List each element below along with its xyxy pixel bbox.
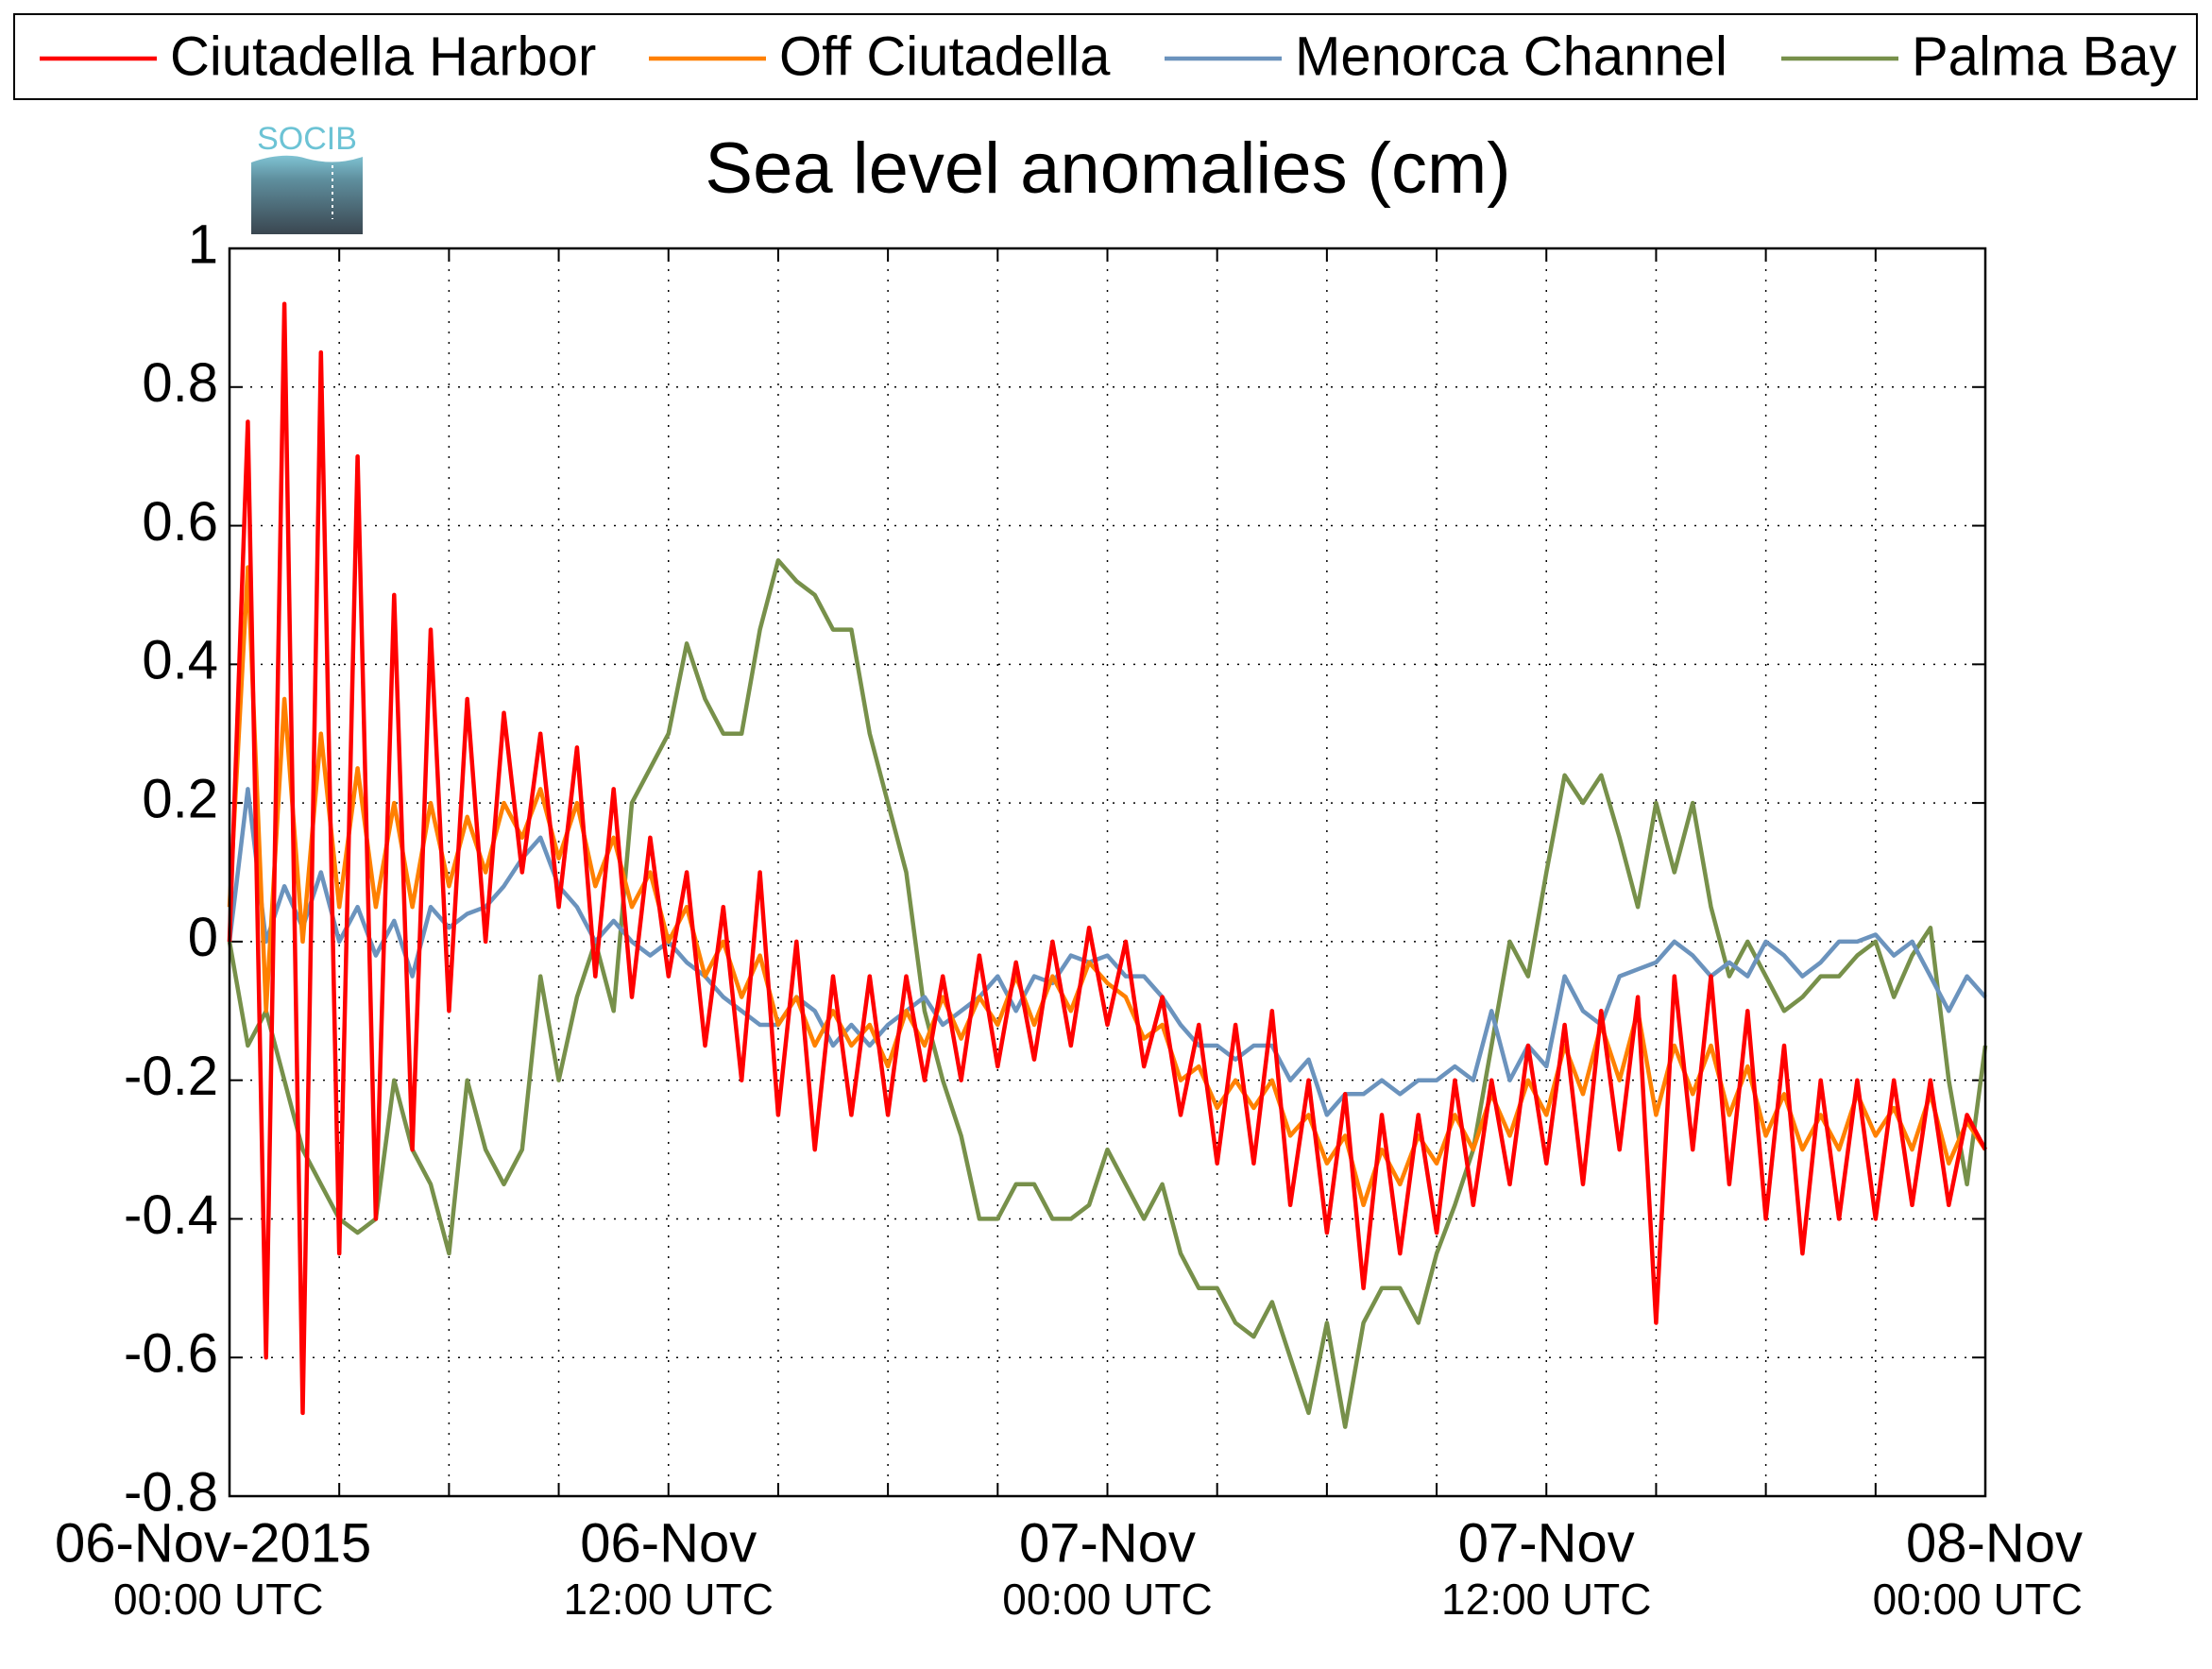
x-tick-label: 07-Nov (1019, 1512, 1196, 1574)
y-tick-label: 0.2 (142, 768, 218, 829)
y-tick-label: -0.2 (124, 1046, 218, 1107)
y-tick-label: 0.8 (142, 352, 218, 414)
x-tick-sublabel: 00:00 UTC (1002, 1575, 1212, 1624)
chart-title: Sea level anomalies (cm) (705, 128, 1510, 209)
x-tick-label: 07-Nov (1458, 1512, 1635, 1574)
logo: SOCIB (251, 121, 363, 234)
legend-label: Ciutadella Harbor (170, 26, 596, 87)
series-line (227, 565, 1987, 1208)
y-tick-label: -0.8 (124, 1461, 218, 1523)
x-tick-sublabel: 00:00 UTC (113, 1575, 323, 1624)
y-tick-label: -0.6 (124, 1323, 218, 1385)
x-tick-sublabel: 12:00 UTC (564, 1575, 774, 1624)
legend-label: Menorca Channel (1295, 26, 1727, 87)
series-line (227, 558, 1988, 1429)
x-tick-sublabel: 00:00 UTC (1873, 1575, 2083, 1624)
series-line (227, 301, 1987, 1416)
logo-wave (251, 155, 363, 234)
y-tick-label: 0.4 (142, 630, 218, 691)
plot-frame (228, 247, 1987, 1498)
x-tick-sublabel: 12:00 UTC (1441, 1575, 1651, 1624)
y-tick-label: 0 (188, 907, 218, 968)
x-tick-label: 06-Nov (580, 1512, 757, 1574)
y-tick-label: -0.4 (124, 1184, 218, 1246)
x-tick-label: 06-Nov-2015 (55, 1512, 371, 1574)
y-tick-label: 1 (188, 213, 218, 275)
legend-label: Palma Bay (1912, 26, 2176, 87)
legend-label: Off Ciutadella (779, 26, 1111, 87)
x-tick-label: 08-Nov (1906, 1512, 2083, 1574)
logo-text: SOCIB (257, 121, 357, 157)
y-tick-label: 0.6 (142, 491, 218, 553)
